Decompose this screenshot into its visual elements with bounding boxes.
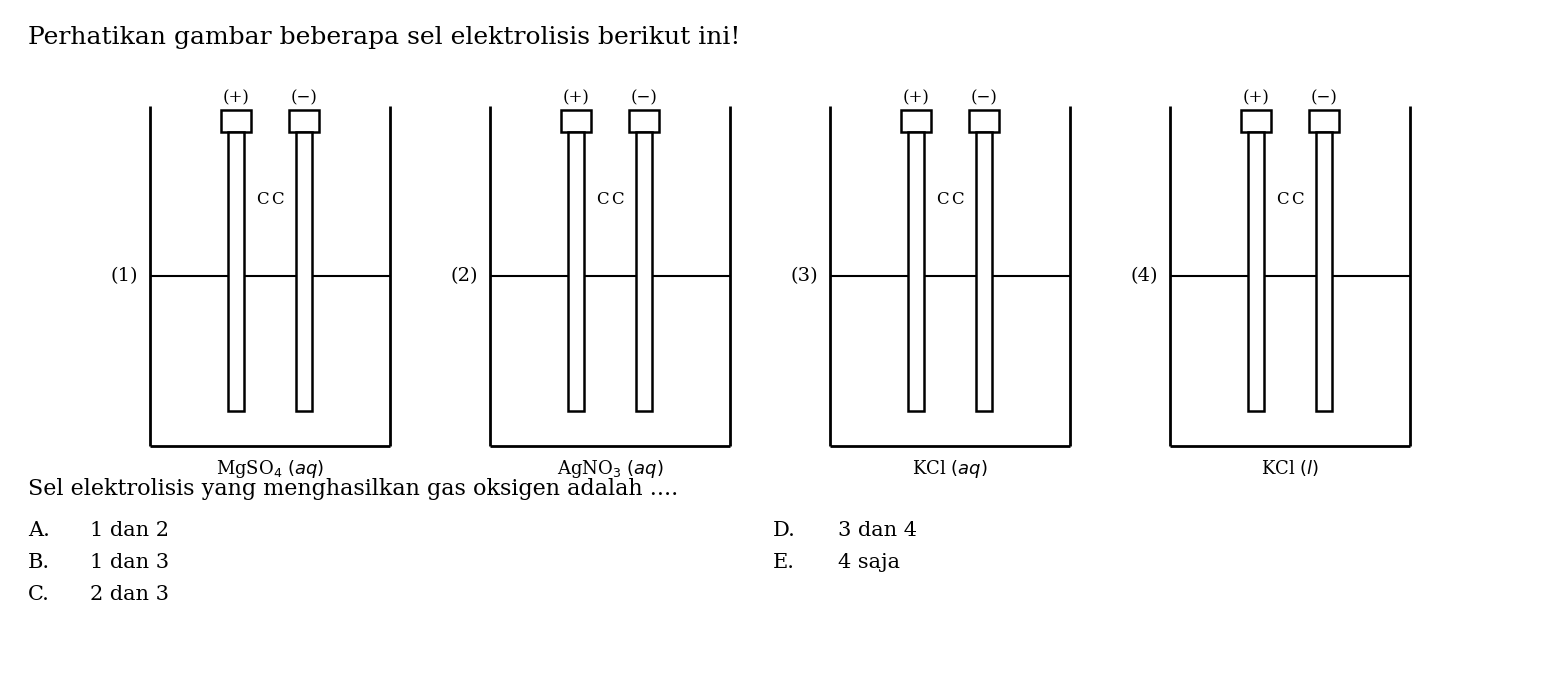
Text: 3 dan 4: 3 dan 4	[838, 521, 917, 540]
Text: C: C	[935, 191, 949, 207]
Bar	[567, 132, 584, 411]
Text: (4): (4)	[1130, 267, 1158, 285]
Text: MgSO$_4$ $(aq)$: MgSO$_4$ $(aq)$	[216, 458, 325, 480]
Text: (−): (−)	[291, 89, 317, 106]
Bar	[221, 110, 250, 132]
Text: KCl $(aq)$: KCl $(aq)$	[912, 458, 988, 480]
Text: (3): (3)	[790, 267, 818, 285]
Bar	[227, 132, 244, 411]
Text: Sel elektrolisis yang menghasilkan gas oksigen adalah ....: Sel elektrolisis yang menghasilkan gas o…	[28, 478, 679, 500]
Bar	[1241, 110, 1271, 132]
Text: C: C	[1275, 191, 1289, 207]
Text: (2): (2)	[450, 267, 478, 285]
Text: (1): (1)	[110, 267, 138, 285]
Text: Perhatikan gambar beberapa sel elektrolisis berikut ini!: Perhatikan gambar beberapa sel elektroli…	[28, 26, 741, 49]
Text: E.: E.	[773, 553, 795, 572]
Text: (+): (+)	[223, 89, 249, 106]
Text: 1 dan 2: 1 dan 2	[90, 521, 169, 540]
Bar	[561, 110, 591, 132]
Text: KCl $(l)$: KCl $(l)$	[1262, 458, 1319, 478]
Text: C: C	[257, 191, 269, 207]
Bar	[295, 132, 312, 411]
Text: C: C	[597, 191, 609, 207]
Bar	[1309, 110, 1339, 132]
Bar	[289, 110, 318, 132]
Text: C: C	[272, 191, 284, 207]
Text: (−): (−)	[971, 89, 997, 106]
Text: (+): (+)	[563, 89, 589, 106]
Text: C: C	[611, 191, 625, 207]
Text: B.: B.	[28, 553, 49, 572]
Text: (−): (−)	[631, 89, 657, 106]
Text: C.: C.	[28, 585, 49, 604]
Bar	[629, 110, 659, 132]
Text: C: C	[951, 191, 965, 207]
Text: (+): (+)	[1243, 89, 1269, 106]
Text: 2 dan 3: 2 dan 3	[90, 585, 169, 604]
Bar	[901, 110, 931, 132]
Bar	[635, 132, 652, 411]
Bar	[908, 132, 925, 411]
Bar	[969, 110, 999, 132]
Text: AgNO$_3$ $(aq)$: AgNO$_3$ $(aq)$	[557, 458, 663, 480]
Text: 4 saja: 4 saja	[838, 553, 900, 572]
Text: D.: D.	[773, 521, 796, 540]
Text: A.: A.	[28, 521, 49, 540]
Text: C: C	[1291, 191, 1303, 207]
Text: (+): (+)	[903, 89, 929, 106]
Text: 1 dan 3: 1 dan 3	[90, 553, 169, 572]
Text: (−): (−)	[1311, 89, 1337, 106]
Bar	[976, 132, 993, 411]
Bar	[1316, 132, 1333, 411]
Bar	[1248, 132, 1265, 411]
